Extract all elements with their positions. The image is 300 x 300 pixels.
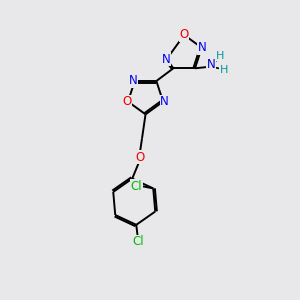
Text: H: H <box>215 50 224 61</box>
Text: N: N <box>160 95 169 108</box>
Text: O: O <box>135 151 144 164</box>
Text: O: O <box>180 28 189 41</box>
Text: O: O <box>122 95 131 108</box>
Text: Cl: Cl <box>132 235 144 248</box>
Text: H: H <box>220 65 228 75</box>
Text: N: N <box>129 74 138 88</box>
Text: Cl: Cl <box>130 179 142 193</box>
Text: N: N <box>162 52 170 66</box>
Text: N: N <box>198 41 207 54</box>
Text: N: N <box>207 58 216 71</box>
